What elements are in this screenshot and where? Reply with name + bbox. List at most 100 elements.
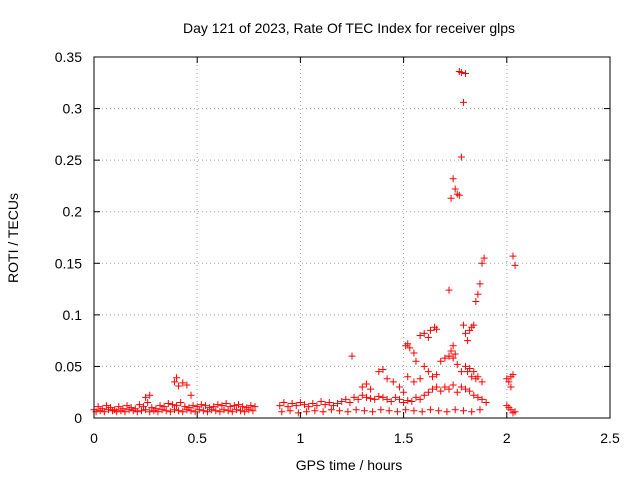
data-point	[387, 397, 395, 405]
data-point	[144, 399, 152, 407]
y-tick-label: 0.25	[55, 152, 82, 168]
data-point	[94, 403, 102, 411]
data-point	[317, 397, 325, 405]
data-point	[375, 392, 383, 400]
data-point	[457, 68, 465, 76]
data-point	[162, 407, 170, 415]
data-point	[449, 354, 457, 362]
data-point	[426, 326, 434, 334]
data-point	[400, 399, 408, 407]
data-point	[123, 402, 131, 410]
data-point	[334, 400, 342, 408]
data-point	[457, 368, 465, 376]
data-point	[286, 407, 294, 415]
data-point	[183, 381, 191, 389]
data-point	[214, 401, 222, 409]
data-point	[404, 396, 412, 404]
data-point	[241, 408, 249, 416]
data-point	[142, 406, 150, 414]
data-point	[133, 408, 141, 416]
data-point	[385, 407, 393, 415]
data-point	[220, 406, 228, 414]
data-point	[424, 334, 432, 342]
data-point	[234, 401, 242, 409]
data-point	[470, 321, 478, 329]
data-point	[239, 403, 247, 411]
data-point	[150, 407, 158, 415]
data-point	[336, 407, 344, 415]
data-point	[466, 387, 474, 395]
data-point	[433, 371, 441, 379]
data-point	[420, 391, 428, 399]
data-point	[437, 357, 445, 365]
data-point	[459, 407, 467, 415]
data-point	[402, 406, 410, 414]
data-point	[195, 406, 203, 414]
data-point	[445, 352, 453, 360]
data-point	[121, 408, 129, 416]
data-point	[447, 347, 455, 355]
data-point	[164, 400, 172, 408]
data-point	[173, 402, 181, 410]
data-point	[451, 350, 459, 358]
data-point	[412, 357, 420, 365]
data-point	[191, 408, 199, 416]
data-point	[230, 402, 238, 410]
data-point	[478, 378, 486, 386]
y-tick-label: 0.1	[63, 307, 83, 323]
data-point	[451, 185, 459, 193]
data-point	[179, 379, 187, 387]
data-point	[142, 393, 150, 401]
y-tick-label: 0.05	[55, 358, 82, 374]
data-point	[125, 406, 133, 414]
data-point	[462, 329, 470, 337]
data-point	[472, 297, 480, 305]
data-point	[173, 374, 181, 382]
data-point	[360, 407, 368, 415]
data-point	[395, 395, 403, 403]
data-point	[375, 368, 383, 376]
data-point	[367, 385, 375, 393]
data-point	[224, 407, 232, 415]
data-point	[177, 399, 185, 407]
data-point	[309, 400, 317, 408]
data-point	[228, 408, 236, 416]
data-point	[100, 408, 108, 416]
data-point	[457, 383, 465, 391]
data-point	[183, 406, 191, 414]
data-point	[362, 380, 370, 388]
data-point	[443, 408, 451, 416]
data-point	[319, 408, 327, 416]
data-point	[464, 337, 472, 345]
data-point	[170, 378, 178, 386]
x-tick-label: 2	[503, 430, 511, 446]
data-point	[305, 403, 313, 411]
data-point	[249, 407, 257, 415]
data-point	[474, 393, 482, 401]
data-point	[433, 383, 441, 391]
data-point	[482, 399, 490, 407]
data-point	[453, 388, 461, 396]
data-point	[449, 381, 457, 389]
data-point	[478, 259, 486, 267]
data-point	[393, 408, 401, 416]
data-point	[175, 407, 183, 415]
data-point	[158, 406, 166, 414]
data-point	[197, 401, 205, 409]
data-point	[187, 407, 195, 415]
data-point	[389, 378, 397, 386]
data-point	[276, 402, 284, 410]
data-point	[358, 383, 366, 391]
data-point	[325, 399, 333, 407]
data-point	[292, 402, 300, 410]
data-point	[109, 407, 117, 415]
data-point	[146, 391, 154, 399]
data-point	[451, 406, 459, 414]
chart-title: Day 121 of 2023, Rate Of TEC Index for r…	[183, 20, 515, 36]
data-point	[199, 407, 207, 415]
data-point	[424, 368, 432, 376]
data-point	[288, 400, 296, 408]
x-tick-label: 0	[90, 430, 98, 446]
data-point	[478, 395, 486, 403]
data-point	[445, 286, 453, 294]
